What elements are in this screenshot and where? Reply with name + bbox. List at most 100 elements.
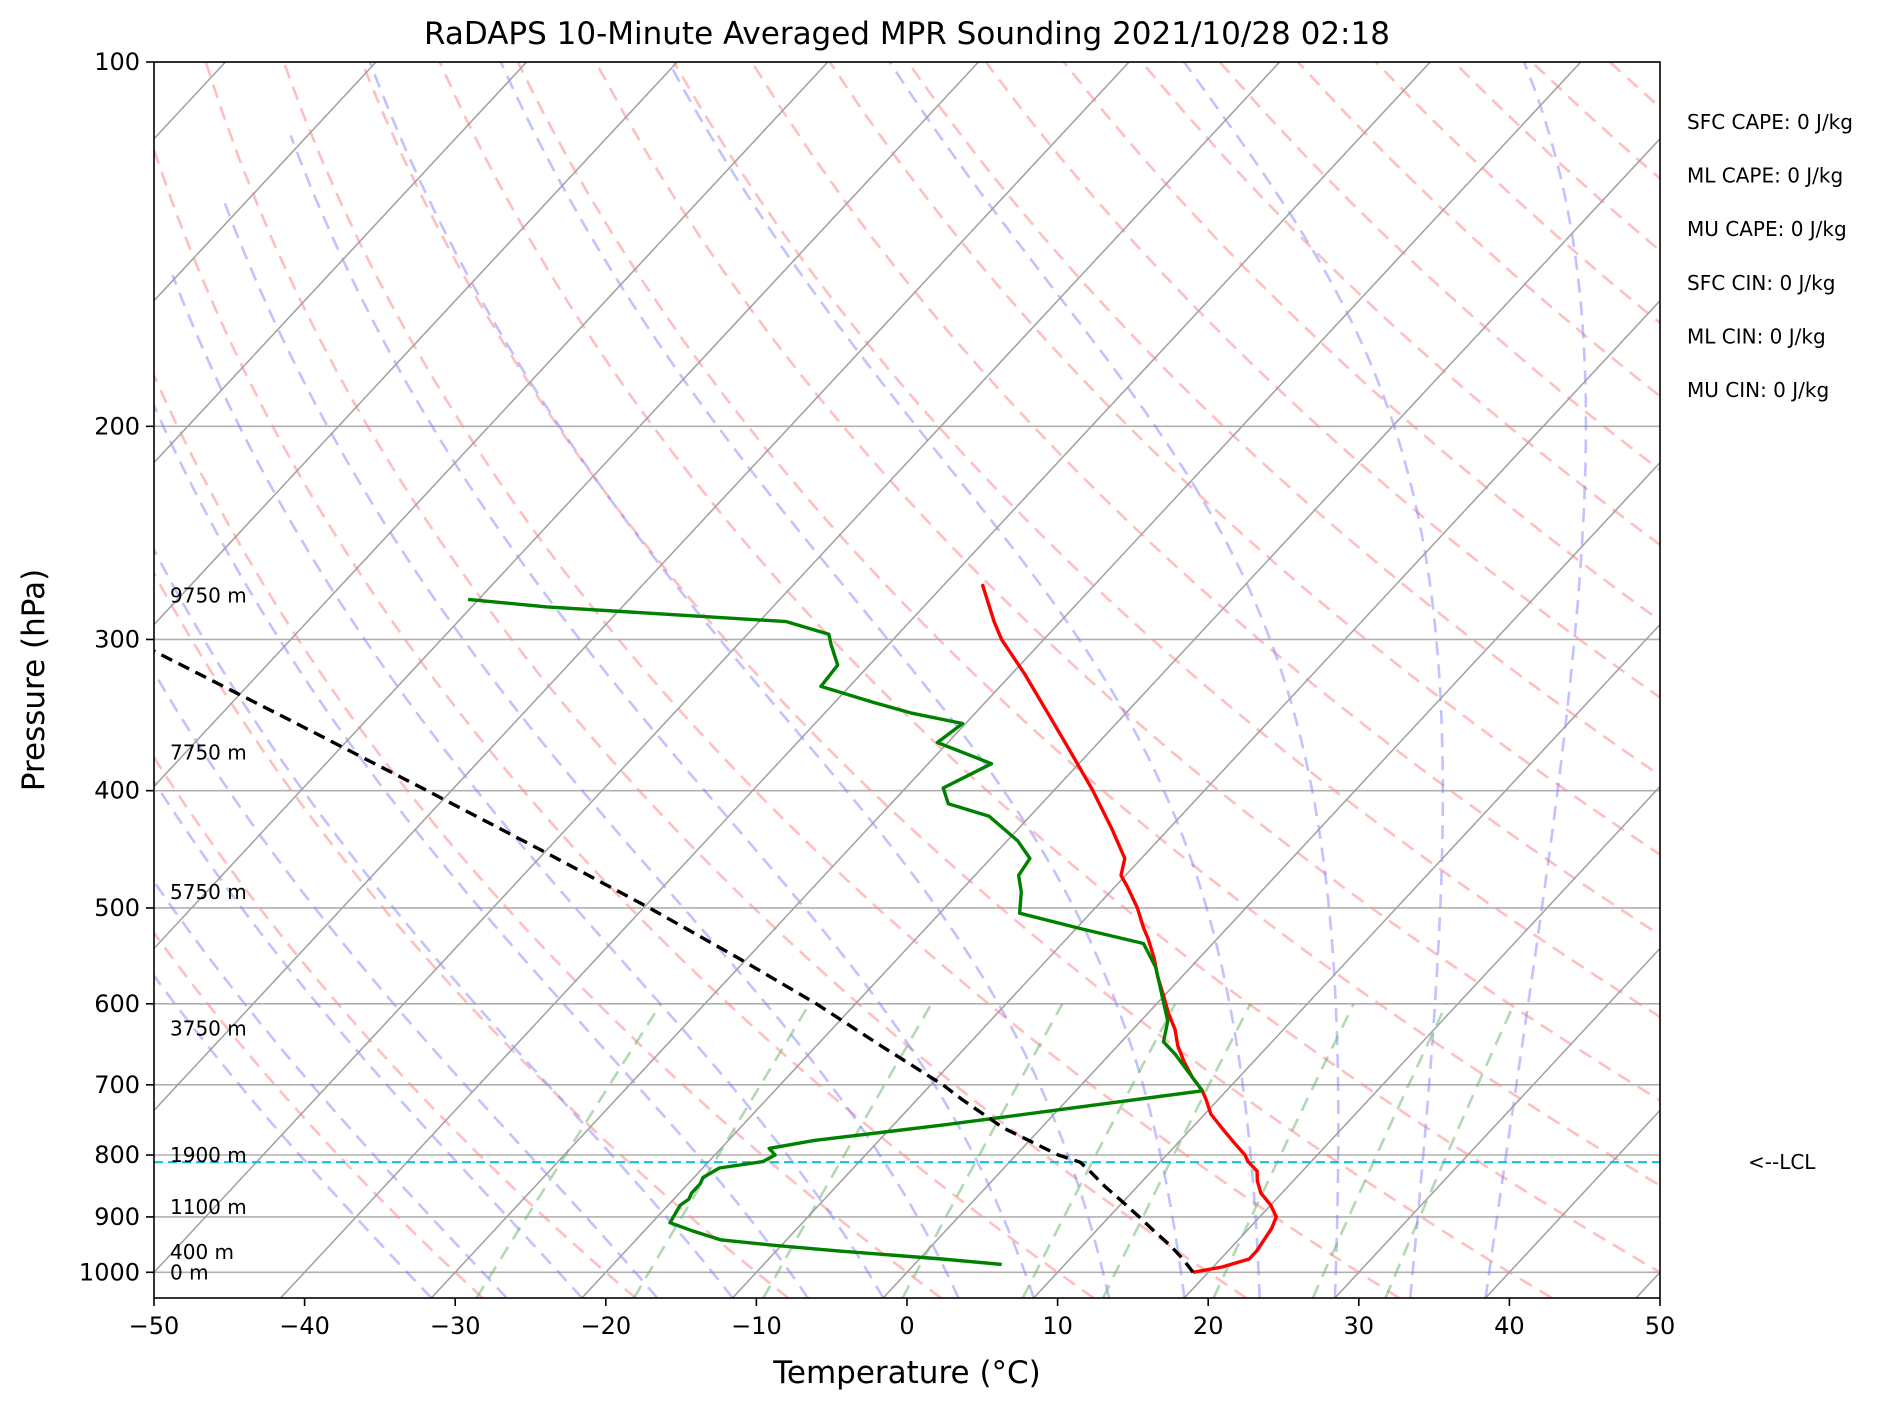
isotherm-line <box>154 62 1130 1112</box>
moist-adiabat-line <box>154 879 508 1298</box>
height-label: 1100 m <box>170 1195 247 1219</box>
isotherm-line <box>154 62 1281 1274</box>
stat-label: MU CAPE: 0 J/kg <box>1687 217 1847 241</box>
y-tick-label: 300 <box>94 625 140 653</box>
stat-label: MU CIN: 0 J/kg <box>1687 378 1829 402</box>
moist-adiabat-line <box>154 779 583 1298</box>
stat-label: SFC CAPE: 0 J/kg <box>1687 110 1853 134</box>
series-line-2 <box>154 649 1195 1274</box>
moist-adiabat-line <box>667 62 1261 1298</box>
series-layer <box>154 583 1279 1274</box>
dry-adiabat-line <box>1062 62 1660 623</box>
isotherm-line <box>430 62 1582 1298</box>
x-tick-label: 0 <box>899 1312 914 1340</box>
stat-label: SFC CIN: 0 J/kg <box>1687 271 1835 295</box>
mixing-ratio-line <box>1021 1003 1177 1298</box>
isotherm-line <box>1787 62 1882 1298</box>
series-line-1 <box>467 597 1205 1267</box>
moist-adiabat-line <box>154 669 659 1298</box>
moist-adiabat-line <box>154 546 734 1298</box>
x-tick-label: 40 <box>1494 1312 1525 1340</box>
x-axis-label: Temperature (°C) <box>772 1355 1041 1391</box>
background-lines <box>154 62 1882 1298</box>
mixing-ratio-line <box>901 1003 1064 1298</box>
mixing-ratio-line <box>762 1003 933 1298</box>
x-tick-label: −20 <box>580 1312 631 1340</box>
dry-adiabat-line <box>1296 62 1660 398</box>
height-label: 3750 m <box>170 1017 247 1041</box>
moist-adiabat-line <box>289 135 1035 1298</box>
isotherm-line <box>280 62 1431 1298</box>
dry-adiabat-line <box>1374 62 1660 325</box>
isotherm-line <box>1635 1271 1660 1298</box>
moist-adiabat-line <box>154 402 809 1298</box>
mixing-ratio-line <box>632 1003 811 1298</box>
dry-adiabat-line <box>438 62 1660 1274</box>
dry-adiabat-line <box>750 62 1660 937</box>
x-tick-label: 10 <box>1042 1312 1073 1340</box>
y-tick-label: 1000 <box>79 1258 140 1286</box>
tick-layer: −50 −40 −30 −20 −10 0 10 20 30 40 50 1000 900 800 700 6… <box>79 48 1675 1340</box>
series-line-0 <box>980 583 1279 1274</box>
stat-label: ML CAPE: 0 J/kg <box>1687 164 1843 188</box>
dry-adiabat-line <box>1530 62 1660 181</box>
y-tick-label: 700 <box>94 1071 140 1099</box>
dry-adiabat-line <box>828 62 1660 857</box>
dry-adiabat-line <box>154 930 484 1298</box>
isotherm-line <box>154 62 979 950</box>
dry-adiabat-line <box>154 372 942 1298</box>
dry-adiabat-line <box>672 62 1660 1019</box>
chart-title: RaDAPS 10-Minute Averaged MPR Sounding 2… <box>424 16 1390 52</box>
mixing-ratio-line <box>1212 1003 1355 1298</box>
x-tick-label: 30 <box>1344 1312 1375 1340</box>
height-label: 400 m <box>170 1240 234 1264</box>
isotherm-line <box>1033 623 1660 1298</box>
y-tick-label: 600 <box>94 990 140 1018</box>
x-tick-label: −10 <box>731 1312 782 1340</box>
moist-adiabat-line <box>499 62 1186 1298</box>
isotherm-line <box>581 137 1660 1298</box>
y-axis-label: Pressure (hPa) <box>16 569 52 791</box>
x-tick-label: −30 <box>430 1312 481 1340</box>
y-tick-label: 200 <box>94 412 140 440</box>
height-label: 1900 m <box>170 1143 247 1167</box>
dry-adiabat-line <box>204 62 1248 1298</box>
moist-adiabat-line <box>171 274 885 1298</box>
isotherm-line <box>154 62 829 788</box>
x-tick-label: −40 <box>279 1312 330 1340</box>
dry-adiabat-line <box>984 62 1660 700</box>
isotherm-line <box>1334 947 1660 1298</box>
moist-adiabat-line <box>368 62 1111 1298</box>
isotherm-line <box>154 62 377 302</box>
moist-adiabat-line <box>1484 62 1588 1298</box>
height-label: 5750 m <box>170 880 247 904</box>
x-tick-label: 50 <box>1645 1312 1676 1340</box>
dry-adiabat-line <box>1608 62 1660 110</box>
y-tick-label: 800 <box>94 1141 140 1169</box>
dry-adiabat-line <box>1452 62 1660 253</box>
x-tick-label: 20 <box>1193 1312 1224 1340</box>
moist-adiabat-line <box>1182 62 1445 1298</box>
height-label: 7750 m <box>170 741 247 765</box>
isotherm-line <box>154 62 528 464</box>
isotherm-line <box>882 461 1660 1298</box>
dry-adiabat-line <box>594 62 1660 1102</box>
dry-adiabat-line <box>1218 62 1660 472</box>
dry-adiabat-line <box>282 62 1400 1298</box>
moist-adiabat-line <box>154 973 433 1298</box>
isotherm-line <box>1484 1109 1660 1298</box>
plot-frame <box>153 61 1661 1299</box>
isotherm-line <box>1183 785 1660 1298</box>
y-tick-label: 900 <box>94 1203 140 1231</box>
height-label: 0 m <box>170 1260 209 1284</box>
dry-adiabat-line <box>154 570 790 1298</box>
lcl-label: <--LCL <box>1748 1150 1816 1174</box>
stat-label: ML CIN: 0 J/kg <box>1687 324 1826 348</box>
dry-adiabat-line <box>154 145 1095 1298</box>
y-tick-label: 100 <box>94 48 140 76</box>
dry-adiabat-line <box>360 62 1553 1298</box>
moist-adiabat-line <box>222 199 960 1298</box>
isotherm-line <box>731 299 1660 1298</box>
dry-adiabat-line <box>906 62 1660 777</box>
